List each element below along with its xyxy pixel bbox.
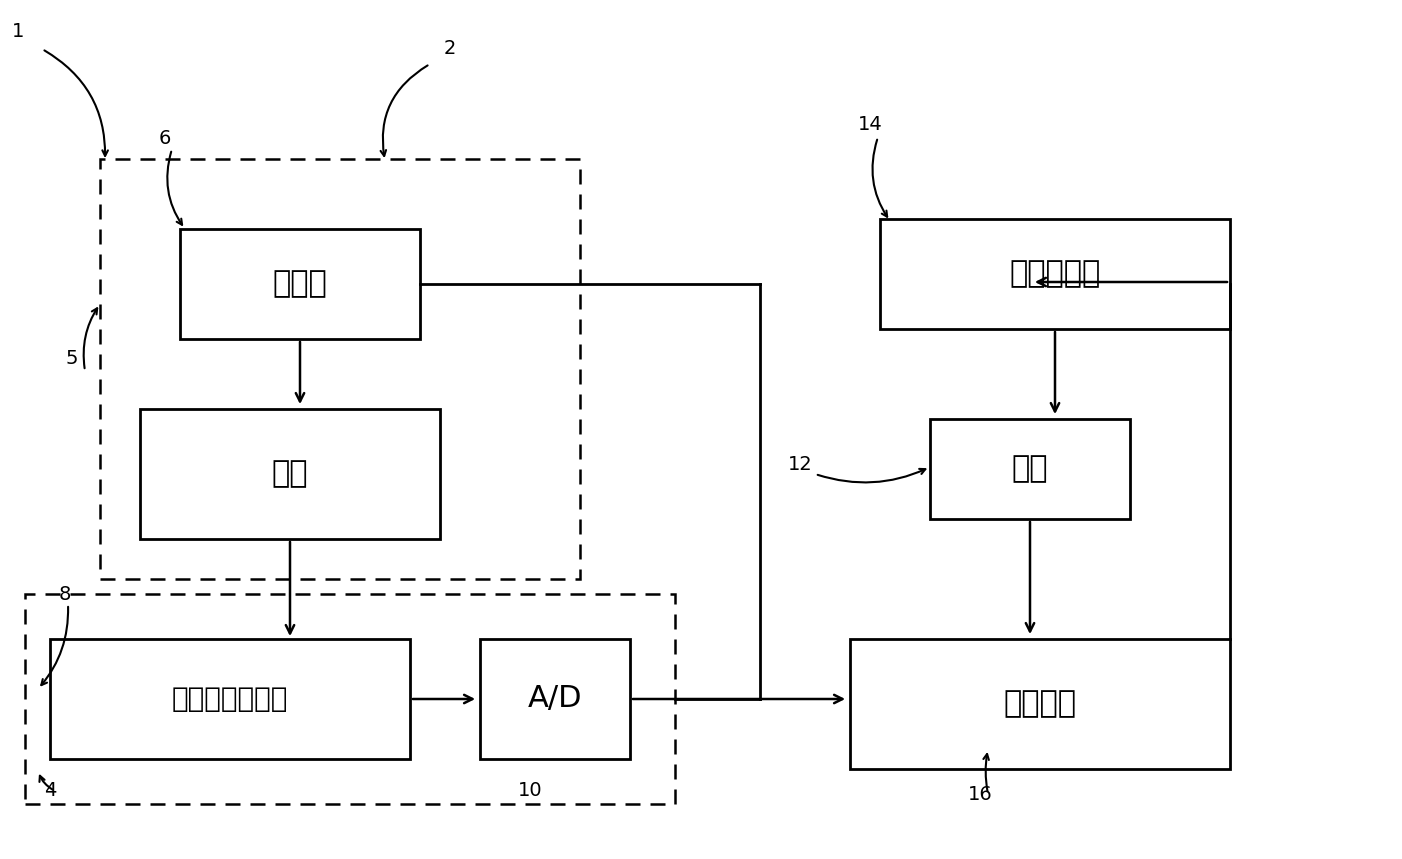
FancyBboxPatch shape xyxy=(140,409,440,539)
Text: 4: 4 xyxy=(43,782,56,801)
Text: 驱动器: 驱动器 xyxy=(272,270,328,298)
Text: A/D: A/D xyxy=(527,685,582,714)
FancyBboxPatch shape xyxy=(930,419,1130,519)
FancyBboxPatch shape xyxy=(50,639,409,759)
Text: 6: 6 xyxy=(158,130,171,149)
Text: 12: 12 xyxy=(788,454,812,473)
Text: 控制单元: 控制单元 xyxy=(1004,690,1077,718)
FancyBboxPatch shape xyxy=(179,229,421,339)
FancyBboxPatch shape xyxy=(850,639,1230,769)
Text: 检测器和放大器: 检测器和放大器 xyxy=(172,685,289,713)
FancyBboxPatch shape xyxy=(479,639,629,759)
Text: 1: 1 xyxy=(11,21,24,40)
Text: 光源: 光源 xyxy=(272,460,308,489)
Text: 压迫驱动器: 压迫驱动器 xyxy=(1009,259,1101,289)
Text: 16: 16 xyxy=(967,784,993,803)
Text: 8: 8 xyxy=(59,584,72,604)
Text: 5: 5 xyxy=(66,350,79,369)
Text: 14: 14 xyxy=(858,114,882,133)
Text: 2: 2 xyxy=(444,40,456,58)
Text: 箕带: 箕带 xyxy=(1012,454,1049,484)
FancyBboxPatch shape xyxy=(880,219,1230,329)
Text: 10: 10 xyxy=(517,782,543,801)
